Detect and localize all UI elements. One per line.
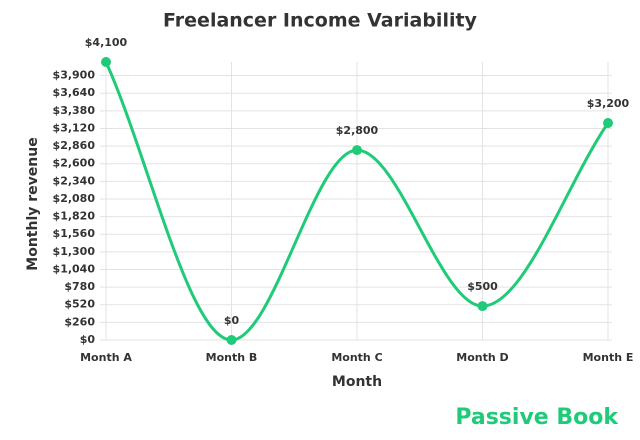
value-label: $4,100	[85, 36, 128, 49]
chart-title: Freelancer Income Variability	[163, 10, 478, 32]
y-tick-label: $1,820	[53, 210, 96, 223]
watermark: Passive Book	[455, 405, 619, 430]
x-tick-label: Month C	[331, 351, 382, 364]
y-tick-label: $1,040	[53, 262, 96, 275]
point	[226, 335, 237, 345]
point	[477, 301, 488, 312]
x-axis-label: Month	[332, 374, 382, 390]
y-tick-label: $520	[64, 298, 95, 311]
y-tick-label: $1,560	[53, 227, 96, 240]
point	[603, 118, 613, 129]
y-tick-label: $1,300	[53, 245, 96, 258]
x-tick-label: Month A	[80, 351, 132, 364]
value-label: $2,800	[336, 124, 379, 137]
y-tick-label: $780	[64, 280, 95, 293]
y-tick-label: $3,120	[53, 121, 96, 134]
y-axis-label: Monthly revenue	[25, 137, 41, 270]
y-tick-label: $0	[80, 333, 96, 346]
y-tick-label: $260	[64, 315, 95, 328]
line	[104, 61, 610, 342]
x-tick-label: Month E	[583, 351, 634, 364]
x-tick-label: Month B	[206, 351, 258, 364]
y-tick-label: $2,860	[53, 139, 96, 152]
value-label: $0	[224, 314, 240, 327]
y-tick-label: $3,640	[53, 86, 96, 99]
x-tick-label: Month D	[456, 351, 508, 364]
y-tick-label: $2,080	[53, 192, 96, 205]
value-label: $500	[467, 280, 498, 293]
point	[352, 145, 362, 156]
y-tick-label: $2,340	[53, 174, 96, 187]
value-label: $3,200	[587, 97, 630, 110]
y-tick-label: $3,900	[53, 69, 96, 82]
y-tick-label: $2,600	[53, 157, 96, 170]
y-tick-label: $3,380	[53, 104, 96, 117]
point	[101, 57, 111, 67]
